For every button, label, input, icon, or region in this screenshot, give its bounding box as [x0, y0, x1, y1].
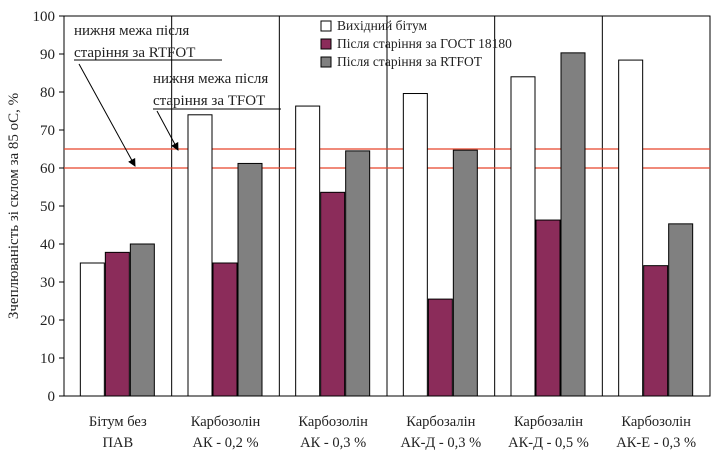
- category-label: АК-Д - 0,5 %: [508, 435, 589, 451]
- y-tick-label: 70: [40, 123, 55, 139]
- bar-1: [295, 105, 321, 397]
- category-label: Карбозалін: [406, 414, 475, 430]
- category-label: Карбозолін: [621, 414, 691, 430]
- category-label: Карбозолін: [191, 414, 261, 430]
- bar-2: [104, 251, 130, 397]
- legend-label: Після старіння за RTFOT: [337, 54, 483, 69]
- bar-3: [452, 149, 478, 397]
- y-tick-label: 0: [48, 389, 56, 405]
- category-label: Карбозалін: [514, 414, 583, 430]
- legend-label: Після старіння за ГОСТ 18180: [337, 36, 512, 51]
- bar-2: [427, 298, 453, 397]
- category-label: АК - 0,2 %: [192, 435, 258, 451]
- bar-3: [560, 52, 586, 397]
- bar-2: [643, 265, 669, 397]
- y-tick-label: 50: [40, 199, 55, 215]
- y-tick-label: 30: [40, 275, 55, 291]
- bar-3: [668, 223, 694, 397]
- y-axis-label: Зчеплюваність зі склом за 85 оС, %: [6, 93, 22, 319]
- bar-3: [129, 243, 155, 397]
- category-label: Карбозолін: [298, 414, 368, 430]
- legend-swatch: [320, 56, 332, 68]
- annotation-arrow: [78, 63, 136, 167]
- bar-3: [237, 162, 263, 397]
- bar-3: [345, 150, 371, 397]
- bar-2: [320, 191, 346, 397]
- category-label: АК - 0,3 %: [300, 435, 366, 451]
- bar-2: [212, 262, 238, 397]
- legend: Вихідний бітум Після старіння за ГОСТ 181…: [320, 18, 512, 69]
- category-label: АК-Е - 0,3 %: [616, 435, 696, 451]
- y-axis: 0 10 20 30 40 50 60 70 80 90 100: [33, 9, 64, 405]
- x-axis-categories: Бітум без ПАВ Карбозолін АК - 0,2 % Карбозол…: [89, 414, 696, 451]
- legend-label: Вихідний бітум: [337, 18, 428, 33]
- annotation-tfot: старіння за TFOT: [153, 93, 265, 109]
- annotations: нижня межа після старіння за RTFOT нижня м…: [74, 23, 281, 167]
- annotation-rtfot: старіння за RTFOT: [74, 45, 195, 61]
- annotation-arrow: [156, 110, 179, 151]
- y-tick-label: 40: [40, 237, 55, 253]
- bar-1: [402, 93, 428, 397]
- y-tick-label: 100: [33, 9, 56, 25]
- annotation-rtfot: нижня межа після: [74, 23, 189, 39]
- bar-1: [187, 114, 213, 397]
- category-label: ПАВ: [103, 435, 134, 451]
- bar-1: [510, 76, 536, 397]
- y-tick-label: 90: [40, 47, 55, 63]
- plot-frame: [63, 15, 711, 397]
- y-tick-label: 10: [40, 351, 55, 367]
- bar-2: [535, 219, 561, 397]
- y-tick-label: 60: [40, 161, 55, 177]
- legend-swatch: [320, 20, 332, 32]
- bar-1: [79, 262, 105, 397]
- category-label: АК-Д - 0,3 %: [400, 435, 481, 451]
- legend-swatch: [320, 38, 332, 50]
- bar-1: [618, 59, 644, 397]
- y-tick-label: 20: [40, 313, 55, 329]
- category-label: Бітум без: [89, 414, 147, 430]
- annotation-tfot: нижня межа після: [153, 71, 268, 87]
- y-tick-label: 80: [40, 85, 55, 101]
- bars: [79, 52, 694, 397]
